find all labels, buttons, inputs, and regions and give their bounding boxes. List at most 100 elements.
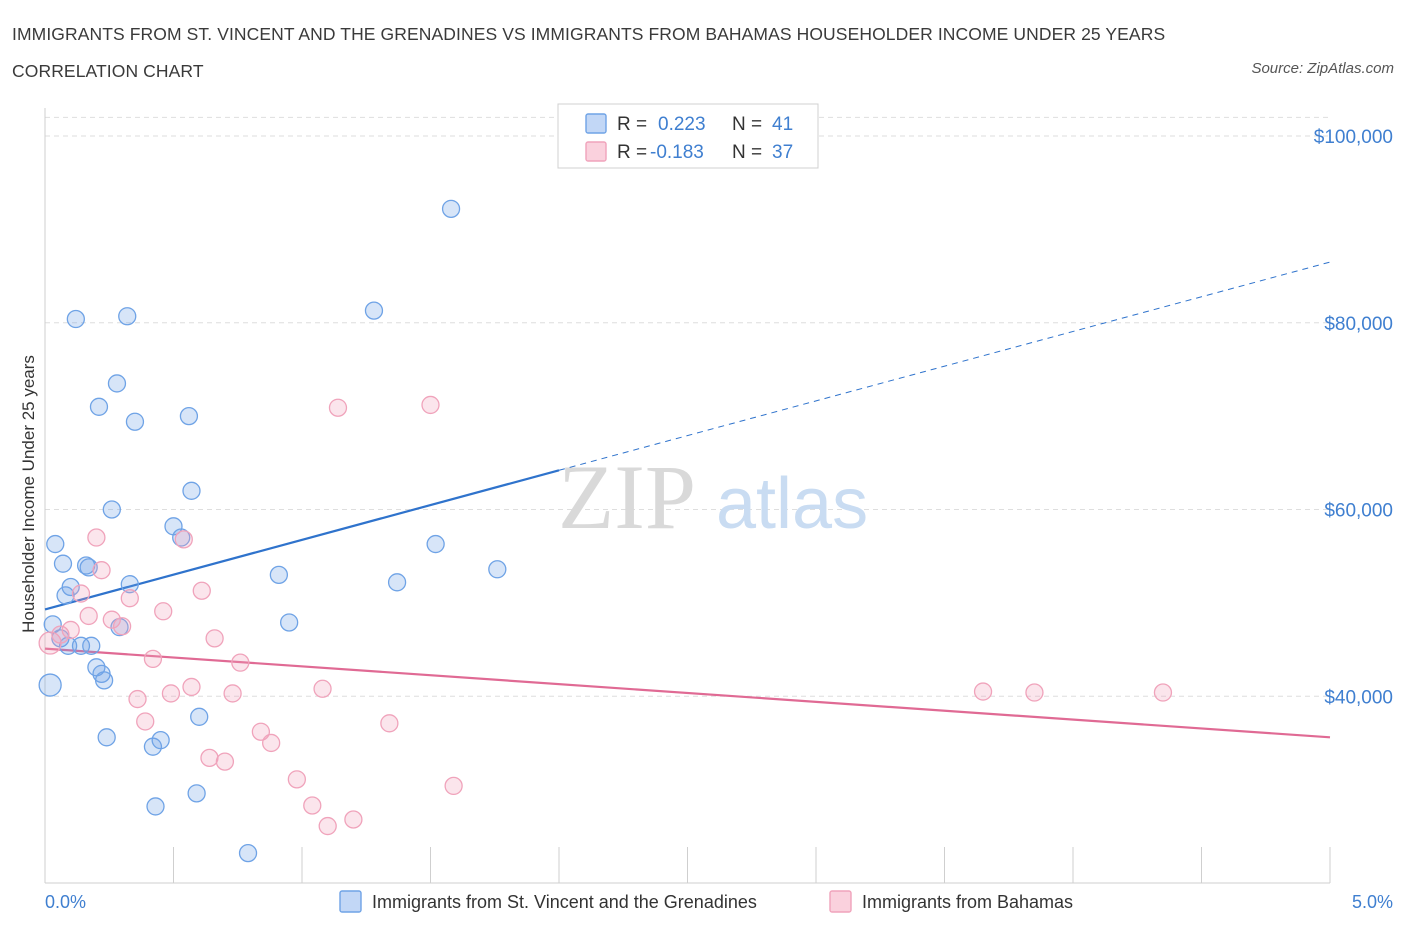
y-tick-label-1: $60,000	[1324, 501, 1393, 522]
point-pink-21	[223, 684, 242, 703]
point-pink-25	[287, 770, 307, 789]
point-blue-18	[102, 500, 121, 519]
point-blue-36	[364, 301, 384, 320]
bottom-legend-swatch-blue	[339, 890, 362, 913]
point-blue-32	[190, 707, 209, 726]
legend-n-value-1: 41	[772, 114, 793, 135]
point-pink-34	[973, 682, 993, 701]
point-blue-2	[46, 534, 65, 554]
point-pink-1	[51, 625, 70, 644]
point-pink-12	[143, 649, 163, 669]
point-pink-28	[318, 816, 337, 836]
point-blue-7	[61, 577, 80, 597]
point-pink-36	[1153, 683, 1173, 702]
trend-line-blue	[44, 469, 560, 611]
point-pink-15	[174, 530, 193, 549]
legend-swatch-blue	[585, 113, 607, 134]
y-tick-label-3: $100,000	[1314, 127, 1393, 148]
point-blue-39	[441, 199, 461, 218]
point-pink-24	[262, 733, 281, 753]
point-pink-22	[231, 653, 250, 672]
point-blue-21	[118, 307, 137, 326]
legend-r-label-2: R =	[617, 142, 647, 163]
point-pink-5	[87, 528, 106, 547]
point-pink-18	[200, 748, 219, 768]
point-pink-20	[215, 752, 235, 771]
point-pink-10	[128, 689, 147, 709]
point-blue-35	[279, 613, 299, 632]
point-pink-17	[192, 581, 211, 600]
watermark-zip: ZIP	[558, 446, 696, 548]
trend-line-pink	[44, 647, 1331, 739]
x-tick-labels: 0.0% 5.0%	[45, 892, 1393, 912]
point-pink-4	[79, 606, 98, 626]
point-blue-40	[488, 560, 507, 579]
x-tick-label-1: 5.0%	[1352, 892, 1393, 912]
point-pink-3	[71, 584, 91, 603]
point-blue-30	[182, 481, 201, 500]
point-blue-33	[238, 843, 258, 863]
legend-r-value-1: 0.223	[658, 114, 706, 135]
watermark-atlas: atlas	[716, 464, 868, 544]
legend-n-label-1: N =	[732, 114, 762, 135]
legend-n-value-2: 37	[772, 142, 793, 163]
source-label: Source: ZipAtlas.com	[1251, 60, 1394, 77]
y-axis-label: Householder Income Under 25 years	[19, 355, 38, 633]
point-pink-7	[102, 610, 121, 629]
point-blue-12	[82, 636, 101, 655]
point-pink-23	[251, 722, 271, 741]
point-blue-22	[120, 575, 139, 594]
point-blue-0	[38, 673, 62, 697]
point-blue-16	[94, 671, 114, 690]
legend-r-value-2: -0.183	[650, 142, 704, 163]
point-pink-11	[136, 712, 155, 731]
point-blue-17	[97, 728, 116, 747]
point-pink-9	[120, 589, 139, 608]
point-blue-19	[107, 374, 127, 393]
point-blue-9	[71, 636, 91, 655]
point-pink-13	[154, 602, 173, 621]
bottom-legend-label-blue: Immigrants from St. Vincent and the Gren…	[372, 892, 757, 912]
point-blue-14	[89, 397, 109, 416]
point-pink-30	[344, 810, 363, 829]
point-blue-26	[151, 730, 170, 750]
point-pink-2	[61, 620, 80, 640]
point-pink-29	[328, 398, 348, 417]
point-blue-8	[66, 309, 85, 329]
point-pink-19	[205, 629, 224, 648]
bottom-legend-swatch-pink	[829, 890, 852, 913]
data-points	[38, 199, 1173, 863]
trend-line-blue-extension	[558, 261, 1331, 471]
grid-lines	[45, 116, 1330, 697]
legend-n-label-2: N =	[732, 142, 762, 163]
point-pink-8	[112, 617, 132, 636]
bottom-legend-label-pink: Immigrants from Bahamas	[862, 892, 1073, 912]
trend-lines	[44, 261, 1331, 739]
point-blue-28	[172, 528, 191, 547]
point-pink-26	[303, 796, 322, 815]
y-tick-label-2: $80,000	[1324, 314, 1393, 335]
point-pink-33	[444, 776, 463, 796]
point-pink-14	[161, 684, 181, 703]
point-pink-16	[182, 677, 201, 697]
point-pink-31	[380, 714, 399, 733]
point-blue-25	[146, 797, 165, 816]
axes	[44, 108, 1331, 884]
point-blue-37	[387, 573, 407, 592]
point-pink-32	[421, 395, 440, 415]
point-blue-23	[125, 412, 145, 431]
legend-swatch-pink	[585, 141, 607, 162]
point-pink-35	[1025, 683, 1044, 702]
y-tick-labels: $40,000 $60,000 $80,000 $100,000	[1314, 127, 1393, 708]
x-tick-label-0: 0.0%	[45, 892, 86, 912]
y-tick-label-0: $40,000	[1324, 687, 1393, 708]
legend-r-label-1: R =	[617, 114, 647, 135]
point-blue-38	[426, 534, 445, 554]
point-blue-31	[187, 784, 206, 803]
point-pink-27	[313, 679, 332, 698]
point-blue-34	[269, 565, 289, 585]
bottom-legend: Immigrants from St. Vincent and the Gren…	[339, 890, 1073, 913]
legend-box: R = 0.223 N = 41 R = -0.183 N = 37	[557, 103, 819, 169]
point-blue-29	[179, 406, 199, 426]
